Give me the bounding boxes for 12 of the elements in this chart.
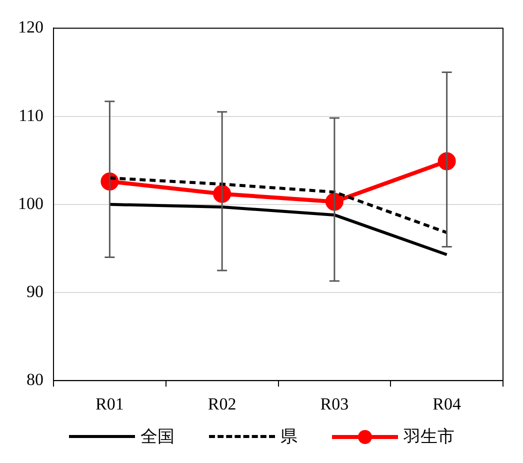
legend-label: 全国 bbox=[140, 426, 174, 448]
x-tick-label: R02 bbox=[208, 394, 236, 414]
y-tick-label: 110 bbox=[18, 106, 44, 125]
x-tick-label: R04 bbox=[432, 394, 462, 414]
y-tick-label: 100 bbox=[18, 194, 44, 213]
y-tick-label: 90 bbox=[26, 282, 44, 301]
x-tick-label: R01 bbox=[96, 394, 124, 414]
y-tick-label: 120 bbox=[18, 18, 44, 37]
legend-label: 羽生市 bbox=[404, 426, 454, 448]
y-tick-label: 80 bbox=[26, 370, 44, 390]
legend-label: 県 bbox=[280, 426, 298, 448]
x-tick-label: R03 bbox=[320, 394, 349, 414]
